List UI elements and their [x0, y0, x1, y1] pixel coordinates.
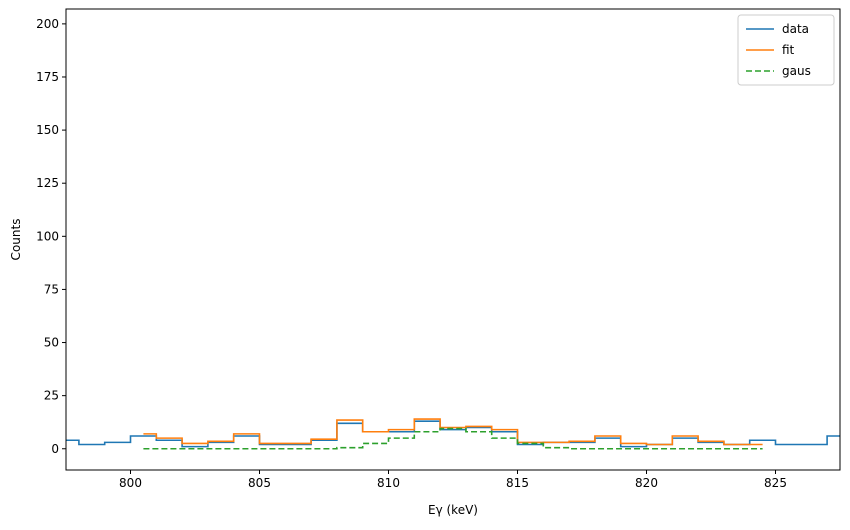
y-tick-label: 50: [44, 336, 59, 350]
legend-label-gaus: gaus: [782, 64, 811, 78]
series-line-fit: [143, 418, 763, 446]
x-tick-label: 800: [119, 476, 142, 490]
x-tick-label: 825: [764, 476, 787, 490]
series-line-data: [66, 420, 840, 448]
y-tick-label: 200: [36, 17, 59, 31]
y-tick-label: 75: [44, 282, 59, 296]
y-tick-label: 175: [36, 70, 59, 84]
legend-label-data: data: [782, 22, 809, 36]
plot-frame: [65, 8, 841, 471]
y-tick-label: 25: [44, 389, 59, 403]
plot-area: [65, 8, 841, 471]
y-tick-label: 150: [36, 123, 59, 137]
x-tick-label: 815: [506, 476, 529, 490]
y-tick-label: 100: [36, 229, 59, 243]
y-tick-label: 0: [51, 442, 59, 456]
legend-label-fit: fit: [782, 43, 795, 57]
series-layer: [66, 418, 840, 450]
series-line-gaus: [143, 427, 763, 450]
x-tick-label: 805: [248, 476, 271, 490]
legend-box: [737, 14, 835, 86]
x-axis-label: Eγ (keV): [428, 503, 478, 517]
x-tick-label: 810: [377, 476, 400, 490]
legend: data fit gaus: [737, 14, 835, 86]
x-tick-label: 820: [635, 476, 658, 490]
x-axis: 800 805 810 815 820 825: [119, 470, 787, 490]
y-tick-label: 125: [36, 176, 59, 190]
y-axis-label: Counts: [9, 219, 23, 261]
y-axis: 0 25 50 75 100 125 150 175 200: [36, 17, 66, 456]
